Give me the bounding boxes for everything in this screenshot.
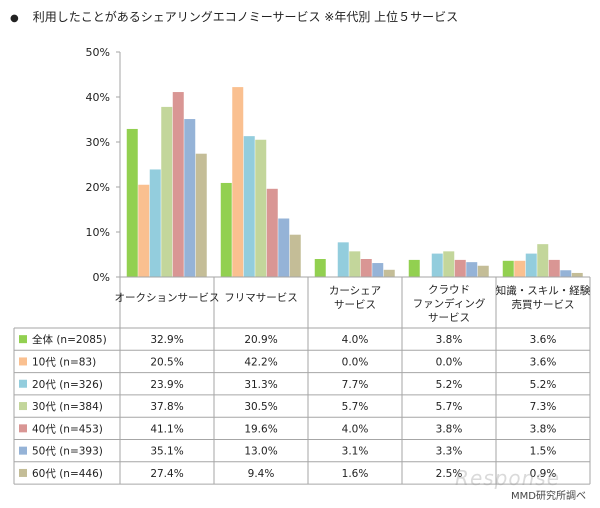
data-label: 23.9% — [150, 379, 183, 391]
bar — [255, 139, 267, 277]
category-label: オークションサービス — [115, 292, 220, 304]
bar — [548, 259, 560, 277]
bar — [138, 184, 150, 277]
bar — [431, 253, 443, 277]
bar — [514, 260, 526, 277]
legend-label: 40代 (n=453) — [32, 423, 103, 435]
legend-swatch — [19, 468, 27, 477]
legend-swatch — [19, 446, 27, 455]
data-label: 27.4% — [150, 468, 183, 480]
data-label: 5.7% — [342, 401, 369, 413]
legend-swatch — [19, 402, 27, 411]
legend-label: 全体 (n=2085) — [32, 333, 107, 346]
data-label: 4.0% — [342, 334, 369, 346]
bar — [349, 251, 361, 277]
legend-swatch — [19, 379, 27, 388]
data-label: 2.5% — [436, 468, 463, 480]
bar — [502, 260, 514, 277]
bar — [454, 259, 466, 277]
data-label: 32.9% — [150, 334, 183, 346]
data-label: 5.7% — [436, 401, 463, 413]
bar — [220, 182, 232, 277]
data-label: 41.1% — [150, 423, 183, 435]
y-tick-label: 0% — [93, 271, 110, 284]
category-label: フリマサービス — [224, 292, 298, 304]
bar — [243, 136, 255, 277]
data-label: 5.2% — [436, 379, 463, 391]
bar — [314, 259, 326, 277]
bar — [466, 262, 478, 277]
bar — [443, 251, 455, 277]
bar — [408, 259, 420, 277]
data-label: 3.8% — [530, 423, 557, 435]
bullet-icon: ● — [10, 13, 19, 24]
bar — [278, 218, 290, 277]
data-label: 42.2% — [244, 356, 277, 368]
legend-label: 30代 (n=384) — [32, 401, 103, 413]
data-label: 13.0% — [244, 446, 277, 458]
data-label: 3.8% — [436, 334, 463, 346]
y-tick-label: 30% — [86, 136, 110, 149]
data-label: 3.8% — [436, 423, 463, 435]
bar — [289, 234, 301, 277]
data-label: 3.3% — [436, 446, 463, 458]
data-label: 7.3% — [530, 401, 557, 413]
legend-swatch — [19, 424, 27, 433]
legend-label: 10代 (n=83) — [32, 356, 96, 368]
bar — [360, 259, 372, 277]
bar — [383, 269, 395, 277]
data-label: 7.7% — [342, 379, 369, 391]
legend-label: 60代 (n=446) — [32, 468, 103, 480]
legend-swatch — [19, 335, 27, 344]
data-label: 35.1% — [150, 446, 183, 458]
data-label: 4.0% — [342, 423, 369, 435]
source-credit: MMD研究所調べ — [511, 491, 586, 502]
legend-swatch — [19, 357, 27, 366]
bar — [571, 272, 583, 277]
y-tick-label: 50% — [86, 46, 110, 59]
bar — [560, 270, 572, 277]
bar — [161, 106, 173, 278]
data-label: 30.5% — [244, 401, 277, 413]
bar — [525, 253, 537, 277]
bar — [372, 263, 384, 277]
category-label: カーシェアサービス — [329, 285, 381, 311]
y-tick-label: 20% — [86, 181, 110, 194]
bar — [126, 128, 138, 277]
watermark: Response — [455, 466, 560, 490]
legend-label: 20代 (n=326) — [32, 379, 103, 391]
data-label: 31.3% — [244, 379, 277, 391]
data-label: 0.0% — [436, 356, 463, 368]
data-label: 20.9% — [244, 334, 277, 346]
data-label: 1.5% — [530, 446, 557, 458]
bar — [337, 242, 349, 277]
data-label: 0.0% — [342, 356, 369, 368]
bar — [149, 169, 161, 277]
data-label: 3.6% — [530, 356, 557, 368]
bar — [195, 153, 207, 277]
bar — [266, 188, 278, 277]
data-label: 20.5% — [150, 356, 183, 368]
data-label: 0.9% — [530, 468, 557, 480]
bar — [232, 87, 244, 277]
y-tick-label: 40% — [86, 91, 110, 104]
chart-title: ● 利用したことがあるシェアリングエコノミーサービス ※年代別 上位５サービス — [10, 8, 458, 25]
data-label: 3.6% — [530, 334, 557, 346]
data-label: 5.2% — [530, 379, 557, 391]
category-label: 知識・スキル・経験売買サービス — [496, 284, 591, 311]
data-label: 19.6% — [244, 423, 277, 435]
data-label: 9.4% — [248, 468, 275, 480]
legend-label: 50代 (n=393) — [32, 446, 103, 458]
data-label: 3.1% — [342, 446, 369, 458]
bar — [172, 92, 184, 277]
data-label: 1.6% — [342, 468, 369, 480]
bar — [184, 119, 196, 277]
chart-title-text: 利用したことがあるシェアリングエコノミーサービス ※年代別 上位５サービス — [32, 10, 459, 24]
data-label: 37.8% — [150, 401, 183, 413]
bar — [537, 244, 549, 277]
category-label: クラウドファンディングサービス — [413, 284, 486, 324]
bar — [477, 265, 489, 277]
y-tick-label: 10% — [86, 226, 110, 239]
